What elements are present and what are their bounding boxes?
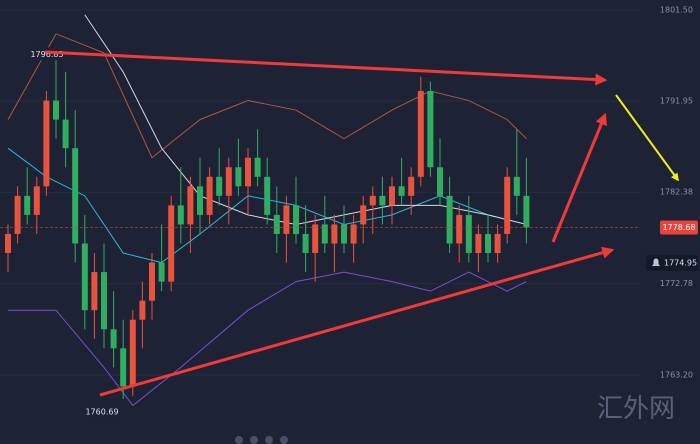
candle-body <box>283 205 290 234</box>
alert-label: 1774.95 <box>664 259 697 268</box>
candle-body <box>53 100 59 120</box>
arrow <box>615 94 679 182</box>
candle-body <box>494 233 501 254</box>
candle-body <box>101 272 107 330</box>
candle-body <box>149 262 155 301</box>
candle-body <box>62 119 69 149</box>
indicator-line <box>8 271 527 407</box>
candle-body <box>254 157 261 177</box>
candle-body <box>206 176 213 215</box>
candle-body <box>417 91 424 177</box>
candle-body <box>81 243 88 311</box>
candle-body <box>321 224 328 244</box>
arrow <box>44 50 608 86</box>
candle-body <box>475 233 482 254</box>
y-tick-label: 1801.50 <box>660 6 693 15</box>
candle-body <box>389 186 395 206</box>
candle-body <box>350 224 357 244</box>
candle-body <box>158 262 165 282</box>
candle-body <box>302 233 309 254</box>
y-tick-label: 1791.95 <box>660 97 693 106</box>
candle-body <box>465 214 472 254</box>
candle-body <box>216 176 223 196</box>
candle-body <box>91 272 98 311</box>
candle-body <box>427 91 434 168</box>
indicator-line <box>84 14 527 225</box>
last-price-tag <box>660 220 698 235</box>
candle-body <box>197 186 203 215</box>
high-label: 1796.85 <box>30 50 63 59</box>
candle-body <box>225 167 232 196</box>
dot <box>265 436 273 444</box>
candle-body <box>341 224 347 244</box>
candle-body <box>523 195 530 228</box>
candle-body <box>14 195 21 234</box>
candle-body <box>187 186 194 225</box>
candle-body <box>408 176 415 196</box>
candle-body <box>504 176 511 234</box>
dot <box>235 436 243 444</box>
candle-body <box>513 176 520 196</box>
candle-body <box>43 100 50 187</box>
candle-body <box>360 205 367 225</box>
candle-body <box>245 157 251 187</box>
high-tag <box>31 47 63 61</box>
candle-body <box>33 186 40 215</box>
y-tick-label: 1763.20 <box>660 371 693 380</box>
y-tick-label: 1782.38 <box>660 188 693 197</box>
candle-body <box>398 186 405 196</box>
candle-body <box>139 300 146 320</box>
candle-body <box>369 195 376 206</box>
indicator-line <box>7 33 527 159</box>
candle-body <box>264 176 271 215</box>
candle-body <box>273 214 280 234</box>
candle-body <box>446 195 453 244</box>
candle-body <box>5 233 11 254</box>
candle-body <box>331 224 338 244</box>
dot <box>250 436 258 444</box>
candle-body <box>235 167 242 187</box>
candle-body <box>456 214 463 244</box>
y-tick-label: 1772.78 <box>660 279 693 288</box>
candle-body <box>437 167 443 196</box>
arrow <box>551 112 607 243</box>
bell-icon <box>652 258 660 267</box>
candle-body <box>379 195 386 206</box>
low-tag <box>86 404 118 418</box>
candle-body <box>72 148 79 244</box>
plot: 1801.50 1791.95 1782.38 1772.78 1763.20 1778.… <box>0 6 698 418</box>
candle-body <box>120 348 127 387</box>
candle-body <box>168 205 175 282</box>
watermark: 汇外网 <box>597 394 675 424</box>
arrow <box>99 246 615 397</box>
candle-body <box>293 205 299 234</box>
candle-body <box>177 205 184 225</box>
candle-body <box>312 224 319 254</box>
candle-body <box>24 195 31 215</box>
low-label: 1760.69 <box>85 407 118 416</box>
dot <box>280 436 288 444</box>
candle-body <box>129 319 136 387</box>
last-price-label: 1778.68 <box>662 223 695 232</box>
candle-body <box>110 329 117 349</box>
alert-tag <box>646 255 698 272</box>
candle-body <box>485 233 491 254</box>
